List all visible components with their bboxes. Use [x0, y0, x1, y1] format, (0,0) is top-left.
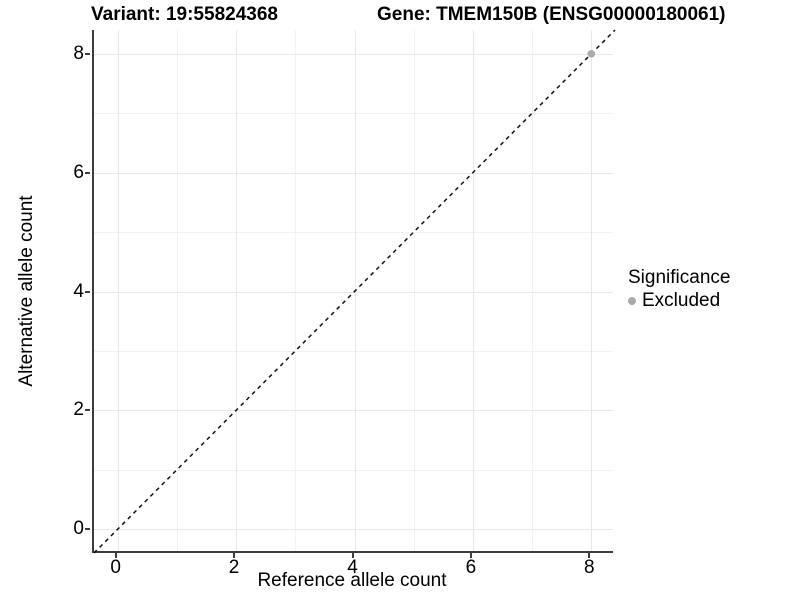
x-major-gridline: [591, 30, 593, 551]
x-tick-label: 0: [110, 557, 121, 578]
x-tick-label: 2: [228, 557, 240, 578]
gene-title: Gene: TMEM150B (ENSG00000180061): [377, 4, 726, 25]
legend-title: Significance: [628, 267, 731, 288]
x-tick-mark: [588, 553, 591, 558]
x-minor-gridline: [413, 30, 415, 551]
y-minor-gridline: [94, 469, 613, 471]
y-major-gridline: [94, 53, 613, 55]
x-axis-label: Reference allele count: [257, 570, 447, 591]
y-major-gridline: [94, 172, 613, 174]
x-major-gridline: [117, 30, 119, 551]
legend-item-label: Excluded: [642, 290, 721, 311]
y-tick-label: 4: [73, 280, 84, 302]
legend-point-icon: [628, 297, 636, 305]
data-point-excluded: [587, 49, 596, 58]
y-tick-label: 2: [73, 399, 84, 421]
y-major-gridline: [94, 529, 613, 531]
x-tick-mark: [469, 553, 472, 558]
x-major-gridline: [472, 30, 474, 551]
x-tick-mark: [114, 553, 117, 558]
data-layer: [93, 29, 616, 554]
x-minor-gridline: [532, 30, 534, 551]
legend-item: Excluded: [628, 290, 730, 312]
legend: Significance Excluded: [628, 267, 730, 312]
identity-reference-line: [93, 29, 616, 554]
y-tick-mark: [85, 528, 90, 531]
x-tick-label: 4: [347, 557, 358, 578]
x-major-gridline: [236, 30, 238, 551]
y-axis-label: Alternative allele count: [16, 195, 37, 387]
plot-panel: [92, 29, 616, 554]
y-tick-mark: [85, 171, 90, 174]
y-tick-label: 8: [73, 42, 84, 64]
y-tick-mark: [85, 409, 90, 412]
x-tick-mark: [233, 553, 236, 558]
y-minor-gridline: [94, 232, 613, 234]
x-tick-label: 6: [465, 557, 477, 578]
y-tick-label: 0: [73, 518, 84, 540]
x-minor-gridline: [295, 30, 297, 551]
variant-title: Variant: 19:55824368: [91, 4, 278, 25]
legend-items: Excluded: [628, 290, 730, 312]
x-minor-gridline: [176, 30, 178, 551]
x-tick-mark: [351, 553, 354, 558]
y-tick-label: 6: [73, 161, 84, 183]
y-minor-gridline: [94, 350, 613, 352]
y-major-gridline: [94, 410, 613, 412]
y-minor-gridline: [94, 113, 613, 115]
y-tick-mark: [85, 290, 90, 293]
x-tick-label: 8: [584, 557, 595, 578]
y-tick-mark: [85, 52, 90, 55]
